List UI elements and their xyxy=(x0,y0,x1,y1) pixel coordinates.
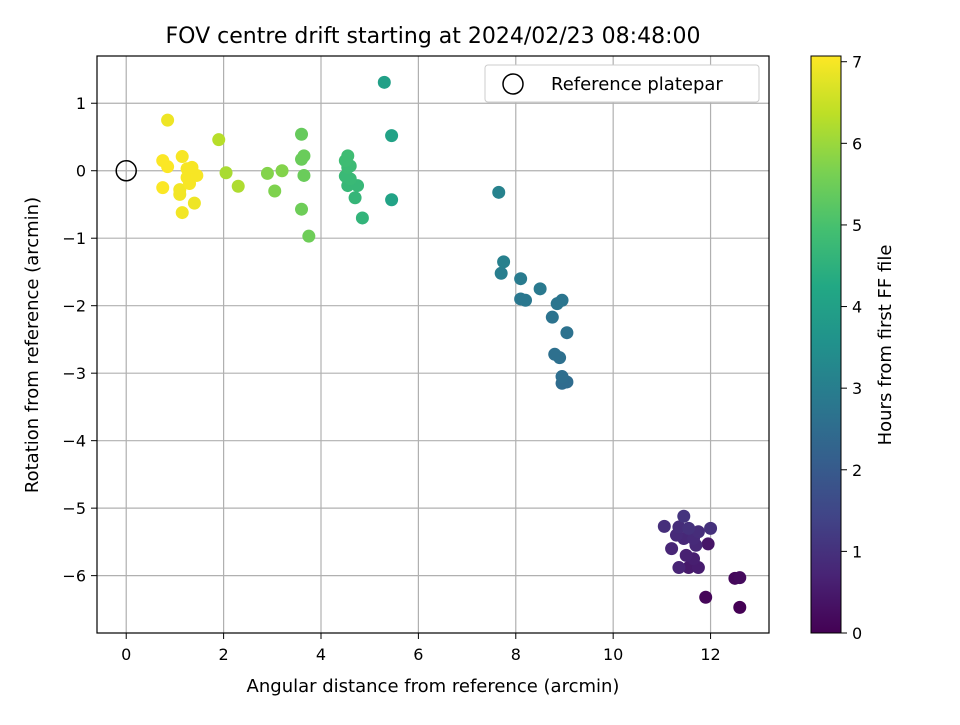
data-point xyxy=(704,521,718,535)
y-tick-label: −3 xyxy=(62,364,86,383)
legend: Reference platepar xyxy=(484,64,760,103)
data-points xyxy=(156,75,747,614)
grid-lines xyxy=(97,56,769,633)
data-point xyxy=(548,347,562,361)
data-point xyxy=(175,150,189,164)
data-point xyxy=(657,519,671,533)
y-tick-label: −5 xyxy=(62,499,86,518)
data-point xyxy=(341,149,355,163)
data-point xyxy=(348,191,362,205)
y-axis-label: Rotation from reference (arcmin) xyxy=(22,197,43,493)
data-point xyxy=(555,370,569,384)
data-point xyxy=(219,166,233,180)
data-point xyxy=(560,326,574,340)
data-point xyxy=(672,520,686,534)
data-point xyxy=(231,179,245,193)
data-point xyxy=(701,537,715,551)
y-axis-ticks: 1 0 −1 −2 −3 −4 −5 −6 xyxy=(62,94,97,586)
data-point xyxy=(733,571,747,585)
data-point xyxy=(545,310,559,324)
data-point xyxy=(677,509,691,523)
data-point xyxy=(514,272,528,286)
data-point xyxy=(268,184,282,198)
data-point xyxy=(385,129,399,143)
data-point xyxy=(733,600,747,614)
y-tick-label: −2 xyxy=(62,297,86,316)
x-tick-label: 0 xyxy=(121,645,131,664)
data-point xyxy=(297,149,311,163)
colorbar-gradient xyxy=(810,55,842,634)
x-tick-label: 6 xyxy=(413,645,423,664)
data-point xyxy=(187,196,201,210)
y-tick-label: 1 xyxy=(76,94,86,113)
legend-label: Reference platepar xyxy=(551,74,723,95)
data-point xyxy=(297,168,311,182)
data-point xyxy=(533,282,547,296)
legend-box xyxy=(484,64,760,103)
plot-frame xyxy=(96,55,770,634)
data-point xyxy=(156,154,170,168)
colorbar-tick-label: 0 xyxy=(852,624,862,643)
data-point xyxy=(260,166,274,180)
colorbar-tick-label: 2 xyxy=(852,461,862,480)
colorbar-tick-label: 7 xyxy=(852,53,862,72)
data-point xyxy=(275,164,289,178)
colorbar-label: Hours from first FF file xyxy=(875,245,896,446)
x-tick-label: 10 xyxy=(603,645,623,664)
data-point xyxy=(173,183,187,197)
data-point xyxy=(161,113,175,127)
data-point xyxy=(156,181,170,195)
colorbar-tick-label: 3 xyxy=(852,379,862,398)
data-point xyxy=(497,255,511,269)
y-tick-label: −6 xyxy=(62,567,86,586)
data-point xyxy=(679,548,693,562)
colorbar-tick-label: 6 xyxy=(852,134,862,153)
colorbar-tick-label: 1 xyxy=(852,542,862,561)
x-tick-label: 8 xyxy=(511,645,521,664)
x-tick-label: 4 xyxy=(316,645,326,664)
legend-reference-marker xyxy=(502,73,524,95)
data-point xyxy=(665,542,679,556)
data-point xyxy=(295,202,309,216)
data-point xyxy=(377,75,391,89)
x-axis-label: Angular distance from reference (arcmin) xyxy=(247,676,620,697)
data-point xyxy=(699,590,713,604)
data-point xyxy=(212,133,226,147)
x-tick-label: 12 xyxy=(700,645,720,664)
reference-platepar-marker xyxy=(115,159,137,182)
data-point xyxy=(555,293,569,307)
data-point xyxy=(494,266,508,280)
colorbar-tick-label: 4 xyxy=(852,298,862,317)
data-point xyxy=(175,206,189,220)
data-point xyxy=(295,127,309,141)
data-point xyxy=(302,229,316,243)
y-tick-label: 0 xyxy=(76,162,86,181)
chart-title: FOV centre drift starting at 2024/02/23 … xyxy=(166,24,701,49)
data-point xyxy=(519,293,533,307)
x-axis-ticks: 0 2 4 6 8 10 12 xyxy=(121,633,721,664)
data-point xyxy=(672,561,686,575)
data-point xyxy=(492,185,506,199)
y-tick-label: −4 xyxy=(62,432,86,451)
x-tick-label: 2 xyxy=(219,645,229,664)
colorbar-ticks: 0 1 2 3 4 5 6 7 xyxy=(841,53,862,643)
y-tick-label: −1 xyxy=(62,229,86,248)
colorbar: 0 1 2 3 4 5 6 7 Hours from first FF file xyxy=(810,53,896,643)
colorbar-tick-label: 5 xyxy=(852,216,862,235)
data-point xyxy=(355,211,369,225)
data-point xyxy=(682,521,696,535)
data-point xyxy=(185,160,199,174)
data-point xyxy=(385,193,399,207)
